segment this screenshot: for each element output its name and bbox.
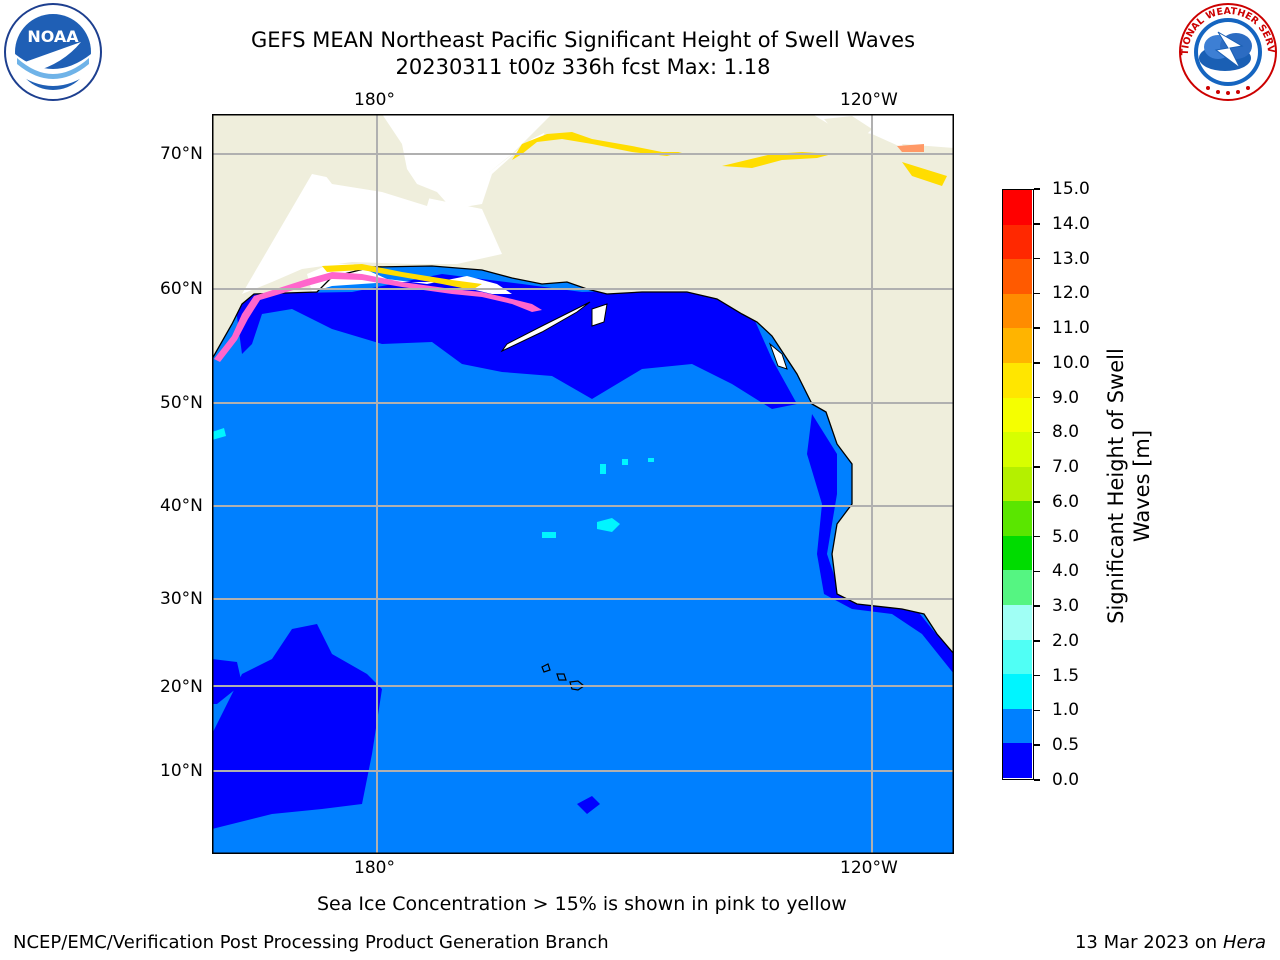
colorbar [1002,189,1034,780]
colorbar-title-line2: Waves [m] [1130,429,1154,543]
colorbar-segment [1003,708,1032,744]
colorbar-segment [1003,293,1032,329]
colorbar-tick-mark [1034,188,1040,190]
sea-ice-edge [214,272,542,362]
colorbar-tick-mark [1034,570,1040,573]
colorbar-segment [1003,224,1032,260]
colorbar-title-line1: Significant Height of Swell [1104,348,1128,624]
colorbar-tick-mark [1034,257,1040,260]
lon-label-top-180: 180° [354,90,395,110]
colorbar-segment [1003,674,1032,710]
chart-title: GEFS MEAN Northeast Pacific Significant … [250,28,916,52]
colorbar-segment [1003,605,1032,641]
date-text: 13 Mar 2023 on [1074,932,1218,953]
lat-label-40n: 40°N [160,496,203,516]
colorbar-tick-mark [1034,327,1040,329]
lon-label-top-120w: 120°W [840,90,898,110]
colorbar-segment [1003,362,1032,399]
colorbar-segment [1003,259,1032,295]
lat-label-30n: 30°N [160,589,203,609]
colorbar-tick-label: 7.0 [1052,457,1080,478]
colorbar-segment [1003,397,1032,433]
noaa-logo-text: NOAA [27,27,79,46]
colorbar-segment [1003,639,1032,675]
colorbar-segment [1003,328,1032,364]
colorbar-tick-mark [1034,501,1040,503]
colorbar-tick-label: 3.0 [1052,596,1080,617]
date-line: 13 Mar 2023 on Hera [1075,932,1266,954]
colorbar-tick-label: 2.0 [1052,630,1080,651]
colorbar-tick-label: 12.0 [1052,283,1090,304]
map-panel [211,114,955,854]
colorbar-tick-mark [1034,431,1040,434]
lon-label-bottom-120w: 120°W [840,858,898,878]
sea-ice-note: Sea Ice Concentration > 15% is shown in … [317,893,847,915]
colorbar-tick-label: 9.0 [1052,387,1080,408]
colorbar-tick-label: 15.0 [1052,179,1090,199]
low-swell-southwest [212,624,382,829]
colorbar-segment [1003,190,1032,226]
lat-label-50n: 50°N [160,393,203,413]
colorbar-tick-mark [1034,292,1040,295]
colorbar-tick-mark [1034,709,1040,712]
colorbar-tick-label: 1.5 [1052,665,1080,686]
colorbar-tick-mark [1034,779,1040,781]
colorbar-segment [1003,432,1032,468]
hawaii-islands [541,663,586,691]
colorbar-tick-label: 11.0 [1052,318,1090,339]
colorbar-title: Significant Height of Swell Waves [m] [1103,326,1155,646]
map-svg [211,114,955,854]
colorbar-segment [1003,535,1032,571]
graticule [212,114,954,854]
lon-label-bottom-180: 180° [354,858,395,878]
colorbar-tick-label: 0.0 [1052,770,1080,790]
colorbar-tick-mark [1034,535,1040,538]
colorbar-segment [1003,743,1032,779]
colorbar-tick-mark [1034,223,1040,225]
lat-label-20n: 20°N [160,677,203,697]
noaa-logo: NOAA [3,2,103,102]
colorbar-ticks: 15.0 14.0 13.0 12.0 11.0 10.0 9.0 8.0 7.0 6.0 5.0 4… [1034,179,1274,790]
colorbar-tick-label: 8.0 [1052,422,1080,443]
bering-sea-white [242,174,502,294]
colorbar-tick-label: 0.5 [1052,735,1080,756]
colorbar-tick-label: 1.0 [1052,700,1080,721]
colorbar-tick-label: 10.0 [1052,352,1090,373]
lat-label-70n: 70°N [160,144,203,164]
colorbar-tick-label: 5.0 [1052,526,1080,547]
colorbar-segment [1003,466,1032,502]
low-swell-coast [807,414,954,674]
colorbar-tick-mark [1034,466,1040,468]
colorbar-tick-mark [1034,674,1040,677]
colorbar-tick-label: 13.0 [1052,248,1090,269]
colorbar-segment [1003,501,1032,537]
chart-subtitle: 20230311 t00z 336h fcst Max: 1.18 [395,55,771,79]
lat-label-60n: 60°N [160,279,203,299]
colorbar-tick-mark [1034,396,1040,399]
colorbar-tick-label: 14.0 [1052,213,1090,234]
credit-line: NCEP/EMC/Verification Post Processing Pr… [13,932,609,953]
arctic-white [382,114,552,209]
colorbar-tick-mark [1034,605,1040,607]
colorbar-tick-label: 6.0 [1052,491,1080,512]
machine-name: Hera [1222,932,1266,953]
colorbar-tick-label: 4.0 [1052,561,1080,582]
colorbar-tick-mark [1034,744,1040,746]
colorbar-tick-mark [1034,640,1040,642]
colorbar-tick-mark [1034,362,1040,364]
nws-logo: NATIONAL WEATHER SERVICE [1174,0,1278,102]
lat-label-10n: 10°N [160,761,203,781]
colorbar-segment [1003,570,1032,606]
